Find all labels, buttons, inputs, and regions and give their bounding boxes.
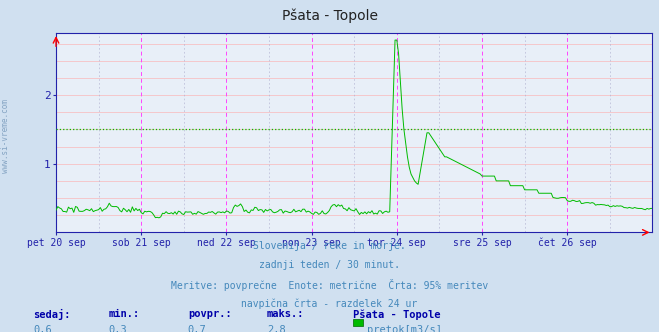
Text: min.:: min.: bbox=[109, 309, 140, 319]
Text: 0,6: 0,6 bbox=[33, 325, 51, 332]
Text: Pšata - Topole: Pšata - Topole bbox=[353, 309, 440, 320]
Text: 0,7: 0,7 bbox=[188, 325, 206, 332]
Text: 2,8: 2,8 bbox=[267, 325, 285, 332]
Text: povpr.:: povpr.: bbox=[188, 309, 231, 319]
Text: www.si-vreme.com: www.si-vreme.com bbox=[1, 99, 10, 173]
Text: zadnji teden / 30 minut.: zadnji teden / 30 minut. bbox=[259, 260, 400, 270]
Text: pretok[m3/s]: pretok[m3/s] bbox=[367, 325, 442, 332]
Text: 0,3: 0,3 bbox=[109, 325, 127, 332]
Text: Slovenija / reke in morje.: Slovenija / reke in morje. bbox=[253, 241, 406, 251]
Text: maks.:: maks.: bbox=[267, 309, 304, 319]
Text: navpična črta - razdelek 24 ur: navpična črta - razdelek 24 ur bbox=[241, 298, 418, 309]
Text: Pšata - Topole: Pšata - Topole bbox=[281, 8, 378, 23]
Text: Meritve: povprečne  Enote: metrične  Črta: 95% meritev: Meritve: povprečne Enote: metrične Črta:… bbox=[171, 279, 488, 291]
Text: sedaj:: sedaj: bbox=[33, 309, 71, 320]
